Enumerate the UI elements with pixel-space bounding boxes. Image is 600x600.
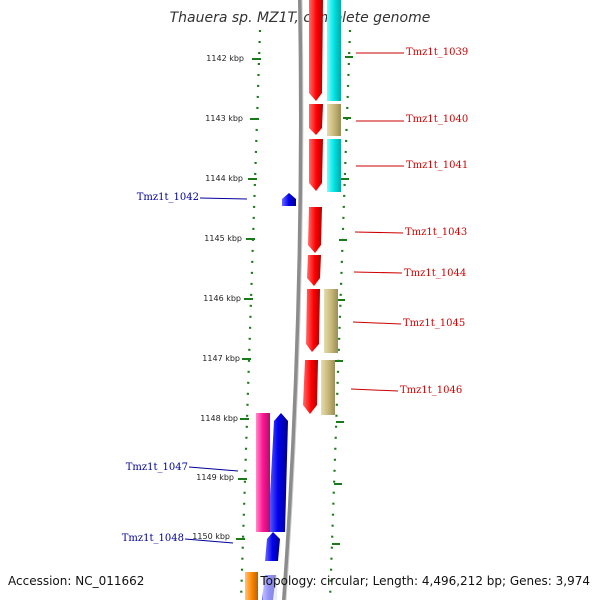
gene-arrow-tmz1t-1040[interactable] xyxy=(309,104,323,135)
genome-backbone xyxy=(282,0,303,600)
scale-label-1149: 1149 kbp xyxy=(196,473,234,482)
scale-label-1146: 1146 kbp xyxy=(203,294,241,303)
gene-label-tmz1t-1042[interactable]: Tmz1t_1042 xyxy=(137,192,199,203)
cog-bar-1040 xyxy=(327,104,341,136)
gene-arrow-tmz1t-1045[interactable] xyxy=(306,289,320,352)
gene-arrow-tmz1t-1044[interactable] xyxy=(307,255,321,286)
cog-bar-1047 xyxy=(256,413,270,532)
gene-label-tmz1t-1039[interactable]: Tmz1t_1039 xyxy=(406,47,468,58)
cog-bar-1041 xyxy=(327,139,341,192)
gene-label-tmz1t-1044[interactable]: Tmz1t_1044 xyxy=(404,268,466,279)
cog-bar-next xyxy=(245,572,258,600)
label-leaders xyxy=(184,52,404,544)
gene-arrow-tmz1t-1046[interactable] xyxy=(303,360,318,414)
gene-label-tmz1t-1047[interactable]: Tmz1t_1047 xyxy=(126,462,188,473)
scale-label-1144: 1144 kbp xyxy=(205,174,243,183)
cog-bar-1039 xyxy=(327,0,341,101)
gene-label-tmz1t-1046[interactable]: Tmz1t_1046 xyxy=(400,385,462,396)
gene-label-tmz1t-1043[interactable]: Tmz1t_1043 xyxy=(405,227,467,238)
scale-label-1148: 1148 kbp xyxy=(200,414,238,423)
gene-arrow-tmz1t-1039[interactable] xyxy=(309,0,323,101)
gene-label-tmz1t-1040[interactable]: Tmz1t_1040 xyxy=(406,114,468,125)
gene-arrow-tmz1t-1047[interactable] xyxy=(268,413,288,532)
scale-label-1142: 1142 kbp xyxy=(206,54,244,63)
gene-arrow-tmz1t-1048[interactable] xyxy=(265,532,280,561)
reverse-cog-bars xyxy=(245,413,270,600)
forward-genes xyxy=(303,0,323,414)
topology-text: Topology: circular; Length: 4,496,212 bp… xyxy=(260,574,590,588)
cog-bar-1046 xyxy=(321,360,335,415)
gene-label-tmz1t-1045[interactable]: Tmz1t_1045 xyxy=(403,318,465,329)
scale-label-1150: 1150 kbp xyxy=(192,532,230,541)
gene-arrow-tmz1t-1041[interactable] xyxy=(309,139,323,191)
gene-label-tmz1t-1048[interactable]: Tmz1t_1048 xyxy=(122,533,184,544)
cog-bar-1045 xyxy=(324,289,338,353)
scale-label-1143: 1143 kbp xyxy=(205,114,243,123)
gene-arrow-tmz1t-1043[interactable] xyxy=(308,207,322,253)
reverse-genes xyxy=(262,193,296,600)
forward-cog-bars xyxy=(321,0,341,415)
accession-text: Accession: NC_011662 xyxy=(8,574,145,588)
gene-arrow-tmz1t-1042[interactable] xyxy=(282,193,296,206)
scale-label-1145: 1145 kbp xyxy=(204,234,242,243)
ruler-ticks xyxy=(236,56,353,545)
scale-label-1147: 1147 kbp xyxy=(202,354,240,363)
gene-label-tmz1t-1041[interactable]: Tmz1t_1041 xyxy=(406,160,468,171)
